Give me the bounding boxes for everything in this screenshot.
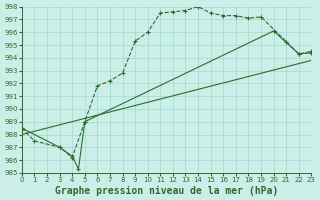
X-axis label: Graphe pression niveau de la mer (hPa): Graphe pression niveau de la mer (hPa) <box>55 186 278 196</box>
